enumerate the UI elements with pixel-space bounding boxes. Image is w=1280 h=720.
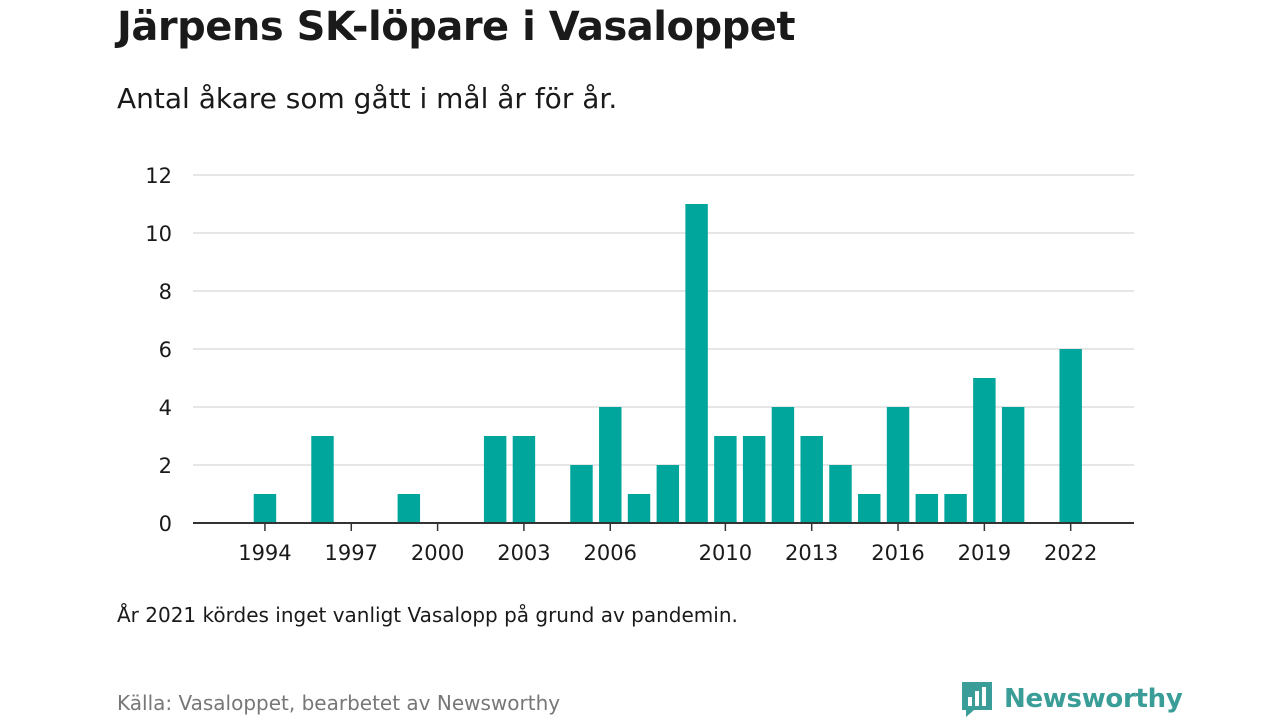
bar-1999[interactable]: [397, 494, 421, 523]
x-tick-label: 2000: [411, 541, 464, 565]
chart-subtitle: Antal åkare som gått i mål år för år.: [117, 82, 618, 115]
bar-2011[interactable]: [742, 436, 766, 523]
bar-2012[interactable]: [771, 407, 795, 523]
x-tick-label: 2006: [584, 541, 637, 565]
y-tick-label: 10: [145, 222, 172, 246]
bar-2010[interactable]: [714, 436, 737, 523]
bar-2019[interactable]: [973, 378, 996, 523]
bar-2018[interactable]: [944, 494, 967, 523]
x-tick-label: 2010: [699, 541, 752, 565]
chart-title: Järpens SK-löpare i Vasaloppet: [117, 4, 796, 50]
bar-1996[interactable]: [311, 436, 334, 523]
bar-2003[interactable]: [512, 436, 536, 523]
bar-2008[interactable]: [656, 465, 680, 523]
bar-2013[interactable]: [800, 436, 823, 523]
bar-2016[interactable]: [886, 407, 910, 523]
bar-2006[interactable]: [599, 407, 622, 523]
x-axis-ticks: 1994 1997 2000 2003 2006 2010 2013 2016 2019 2022: [238, 523, 1097, 565]
bar-2005[interactable]: [570, 465, 593, 523]
x-tick-label: 2013: [785, 541, 838, 565]
x-tick-label: 1994: [238, 541, 291, 565]
source-text: Källa: Vasaloppet, bearbetet av Newswort…: [117, 691, 561, 715]
x-tick-label: 2003: [497, 541, 550, 565]
y-tick-label: 0: [159, 512, 172, 536]
bar-1994[interactable]: [253, 494, 277, 523]
x-tick-label: 2016: [871, 541, 924, 565]
bar-2015[interactable]: [858, 494, 881, 523]
chart-note: År 2021 kördes inget vanligt Vasalopp på…: [117, 603, 738, 627]
y-tick-label: 8: [159, 280, 172, 304]
y-tick-label: 4: [159, 396, 172, 420]
bar-2020[interactable]: [1001, 407, 1025, 523]
brand-name: Newsworthy: [1004, 684, 1183, 714]
bar-2022[interactable]: [1059, 349, 1082, 523]
bar-series: [253, 204, 1082, 523]
x-tick-label: 2022: [1044, 541, 1097, 565]
y-tick-label: 12: [145, 164, 172, 188]
bar-2007[interactable]: [627, 494, 651, 523]
brand-logo[interactable]: Newsworthy: [960, 680, 1183, 718]
bar-2002[interactable]: [483, 436, 507, 523]
x-tick-label: 2019: [958, 541, 1011, 565]
bar-2017[interactable]: [915, 494, 939, 523]
y-tick-label: 2: [159, 454, 172, 478]
bar-2009[interactable]: [685, 204, 708, 523]
bar-2014[interactable]: [829, 465, 852, 523]
bar-chart: 0 2 4 6 8 10 12 1994 1997 2000 2003 2006 2010 2013 20…: [145, 164, 1134, 565]
y-axis-ticks: 0 2 4 6 8 10 12: [145, 164, 172, 536]
newsworthy-logo-icon: [962, 682, 992, 717]
x-tick-label: 1997: [325, 541, 378, 565]
y-tick-label: 6: [159, 338, 172, 362]
